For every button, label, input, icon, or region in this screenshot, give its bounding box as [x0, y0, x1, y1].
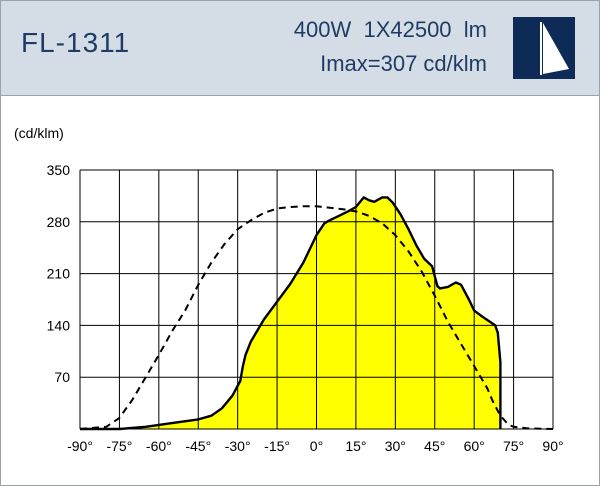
solid-series-line — [80, 196, 502, 431]
x-tick-label: 60° — [464, 438, 485, 454]
x-tick-label: -45° — [185, 438, 211, 454]
x-tick-label: 15° — [345, 438, 366, 454]
y-tick-label: 70 — [54, 369, 70, 385]
x-tick-label: -60° — [146, 438, 172, 454]
y-tick-label: 280 — [47, 214, 71, 230]
y-tick-label: 350 — [47, 162, 71, 178]
x-tick-label: -30° — [225, 438, 251, 454]
y-axis-label: (cd/klm) — [14, 125, 64, 141]
dashed-series-line — [79, 205, 554, 430]
x-tick-label: -15° — [264, 438, 290, 454]
x-tick-label: 30° — [385, 438, 406, 454]
x-tick-label: 75° — [503, 438, 524, 454]
curve-fill-area — [80, 197, 501, 429]
y-tick-label: 210 — [47, 266, 71, 282]
x-tick-label: 0° — [310, 438, 323, 454]
plot-area: 70 140 210 280 350 -90° -75° -60° -45° -30° -15° 0°… — [14, 125, 564, 454]
candela-chart: 70 140 210 280 350 -90° -75° -60° -45° -30° -15° 0°… — [14, 125, 564, 454]
y-tick-label: 140 — [47, 317, 71, 333]
model-number: FL-1311 — [21, 27, 131, 58]
imax-spec: Imax=307 cd/klm — [320, 51, 487, 76]
sail-logo-icon — [513, 17, 575, 79]
x-tick-label: -90° — [67, 438, 93, 454]
x-tick-label: 45° — [424, 438, 445, 454]
power-flux-spec: 400W 1X42500 lm — [293, 17, 487, 42]
x-tick-label: 90° — [542, 438, 563, 454]
x-tick-label: -75° — [106, 438, 132, 454]
header-band: FL-1311 400W 1X42500 lm Imax=307 cd/klm — [1, 1, 599, 96]
